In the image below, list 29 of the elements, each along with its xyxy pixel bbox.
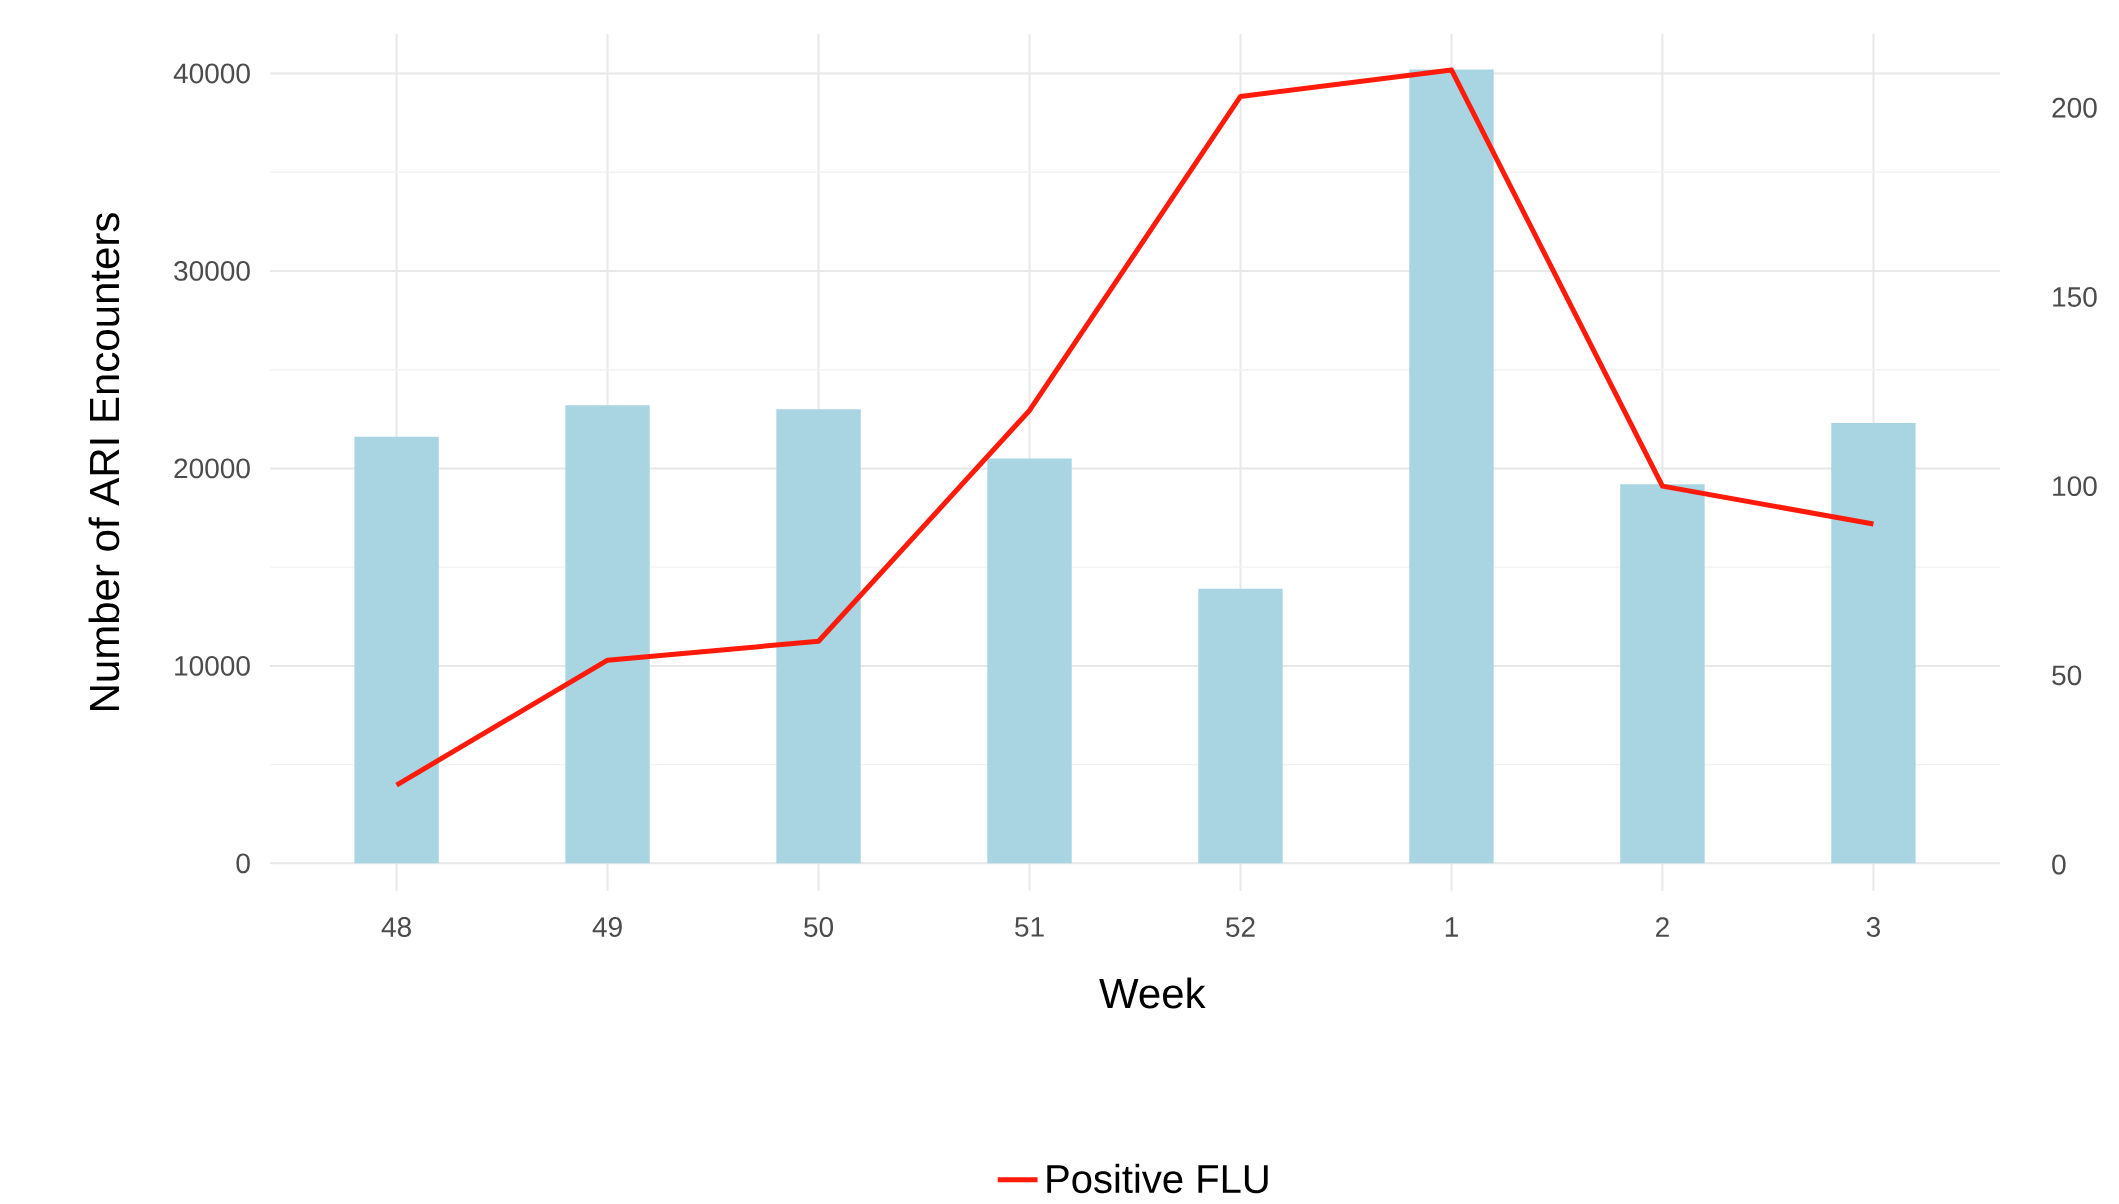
y2-tick-label: 200 (2052, 97, 2097, 118)
y-tick-label: 30000 (174, 261, 250, 281)
x-tick-label: 48 (381, 917, 411, 937)
x-axis-title: Week (1099, 977, 1206, 1009)
bar (1409, 69, 1494, 864)
y-tick-label: 0 (236, 853, 250, 874)
y2-tick-label: 0 (2052, 854, 2066, 875)
x-tick-label: 50 (804, 917, 834, 937)
y-tick-label: 40000 (173, 63, 250, 84)
y-tick-label: 20000 (174, 458, 250, 479)
bar (354, 436, 439, 864)
x-tick-label: 2 (1656, 917, 1669, 937)
bar (565, 405, 650, 864)
bar (1198, 588, 1283, 864)
legend-label: Positive FLU (1047, 1163, 1268, 1194)
bar (1620, 484, 1705, 864)
bar (1831, 423, 1916, 864)
x-tick-label: 3 (1866, 917, 1880, 937)
x-tick-label: 52 (1226, 917, 1255, 937)
y2-tick-label: 150 (2053, 287, 2097, 307)
y2-tick-label: 100 (2053, 476, 2097, 497)
bar (776, 409, 861, 864)
x-tick-label: 51 (1015, 917, 1044, 937)
x-tick-label: 49 (592, 917, 622, 937)
y-tick-label: 10000 (175, 655, 250, 676)
bar (987, 458, 1072, 864)
y-axis-title: Number of ARI Encounters (88, 213, 120, 710)
y2-tick-label: 50 (2052, 665, 2082, 686)
x-tick-label: 1 (1445, 917, 1458, 937)
